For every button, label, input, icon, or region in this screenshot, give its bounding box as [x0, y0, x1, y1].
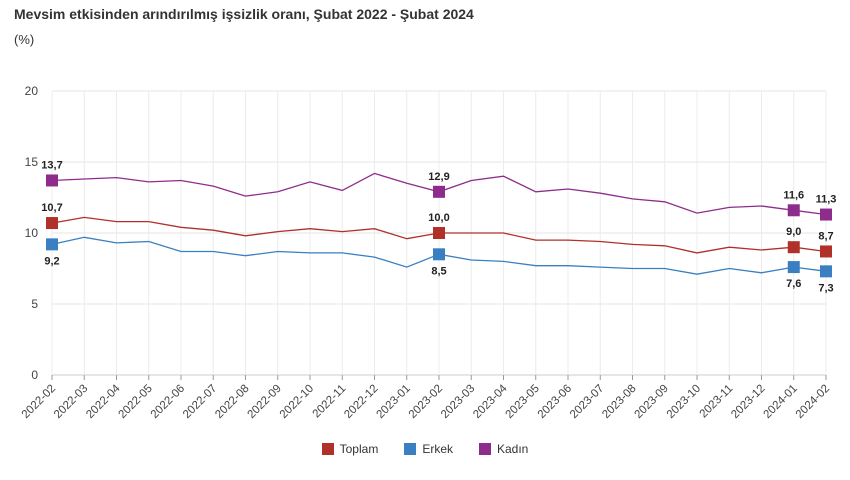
- data-label: 13,7: [41, 159, 62, 171]
- x-tick-label: 2023-10: [665, 383, 703, 421]
- chart-title: Mevsim etkisinden arındırılmış işsizlik …: [14, 6, 474, 22]
- x-tick-label: 2024-01: [762, 383, 800, 421]
- x-tick-label: 2023-03: [439, 383, 477, 421]
- y-tick-label: 15: [25, 155, 39, 169]
- y-tick-label: 20: [25, 84, 39, 98]
- x-tick-label: 2023-06: [536, 383, 574, 421]
- legend-item-toplam[interactable]: Toplam: [321, 442, 379, 456]
- x-tick-label: 2022-08: [213, 383, 251, 421]
- chart-unit: (%): [14, 32, 35, 47]
- x-tick-label: 2022-03: [52, 383, 90, 421]
- legend-item-kadin[interactable]: Kadın: [479, 442, 528, 456]
- x-tick-label: 2023-01: [375, 383, 413, 421]
- data-label: 11,6: [783, 189, 804, 201]
- legend-label-erkek: Erkek: [422, 442, 453, 456]
- data-marker: [46, 238, 58, 251]
- legend-label-kadin: Kadın: [497, 442, 529, 456]
- data-label: 8,5: [431, 265, 446, 277]
- y-tick-label: 0: [31, 368, 38, 382]
- data-marker: [433, 227, 445, 239]
- x-tick-label: 2023-11: [698, 383, 736, 421]
- data-marker: [820, 265, 832, 278]
- x-tick-label: 2023-04: [471, 382, 510, 421]
- legend-swatch-erkek: [404, 443, 417, 455]
- legend-item-erkek[interactable]: Erkek: [404, 442, 453, 456]
- data-marker: [787, 261, 800, 274]
- legend: Toplam Erkek Kadın: [0, 442, 850, 456]
- x-tick-label: 2022-07: [181, 383, 219, 421]
- data-label: 12,9: [428, 171, 449, 183]
- data-marker: [433, 248, 445, 261]
- data-label: 7,6: [786, 278, 801, 290]
- y-tick-label: 10: [25, 226, 39, 240]
- data-label: 10,0: [428, 212, 449, 224]
- x-tick-label: 2023-08: [600, 383, 638, 421]
- x-tick-label: 2022-06: [149, 383, 187, 421]
- legend-label-toplam: Toplam: [339, 442, 379, 456]
- x-tick-label: 2023-07: [568, 383, 606, 421]
- x-tick-label: 2022-09: [246, 383, 284, 421]
- legend-swatch-toplam: [321, 443, 334, 455]
- data-label: 10,7: [41, 202, 62, 214]
- x-tick-label: 2023-09: [633, 383, 671, 421]
- x-tick-label: 2022-04: [84, 382, 123, 421]
- x-tick-label: 2023-12: [729, 383, 767, 421]
- data-marker: [787, 204, 800, 217]
- y-tick-label: 5: [31, 297, 38, 311]
- data-marker: [820, 245, 832, 258]
- x-tick-label: 2022-11: [311, 383, 349, 421]
- data-label: 8,7: [818, 230, 833, 242]
- data-label: 9,2: [44, 255, 59, 267]
- x-tick-label: 2022-05: [117, 383, 155, 421]
- data-label: 9,0: [786, 226, 801, 238]
- x-tick-label: 2022-12: [342, 383, 380, 421]
- data-marker: [46, 217, 58, 230]
- x-tick-label: 2024-02: [794, 383, 832, 421]
- data-label: 7,3: [818, 282, 833, 294]
- legend-swatch-kadin: [479, 443, 491, 455]
- data-marker: [433, 185, 445, 198]
- x-tick-label: 2023-02: [407, 383, 445, 421]
- data-marker: [787, 241, 800, 254]
- data-marker: [820, 208, 832, 221]
- x-tick-label: 2023-05: [504, 383, 542, 421]
- x-tick-label: 2022-02: [20, 383, 58, 421]
- data-label: 11,3: [816, 194, 837, 206]
- data-marker: [46, 174, 58, 187]
- x-tick-label: 2022-10: [278, 383, 316, 421]
- line-chart: 051015202022-022022-032022-042022-052022…: [20, 84, 837, 421]
